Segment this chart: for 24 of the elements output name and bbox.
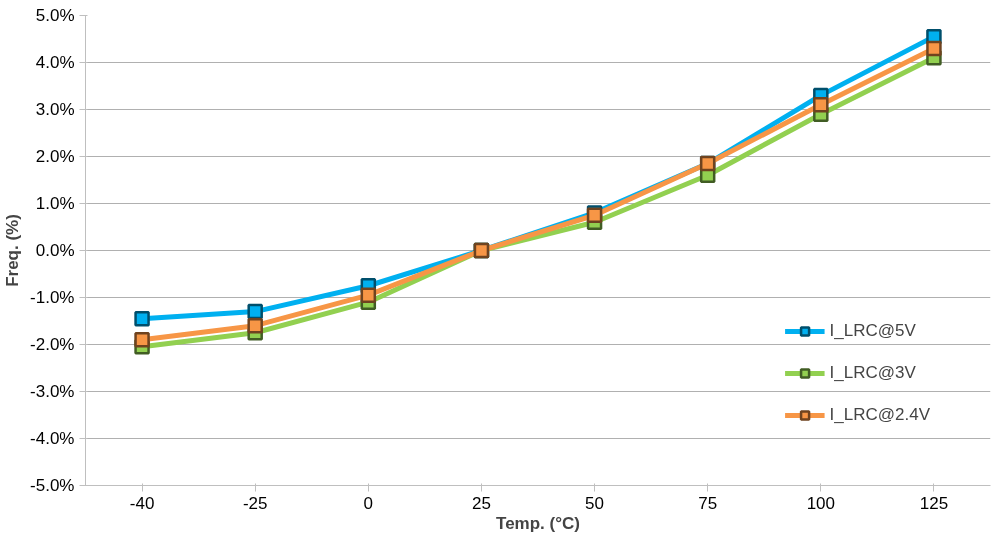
y-tick-label: 5.0% xyxy=(35,6,75,25)
x-tick-label: 50 xyxy=(585,493,605,513)
x-tick-label: 125 xyxy=(919,493,949,513)
y-tick-label: -1.0% xyxy=(30,288,75,307)
x-tick-label: 0 xyxy=(363,493,374,513)
legend-label: I_LRC@2.4V xyxy=(829,405,930,425)
y-tick-label: 0.0% xyxy=(35,241,75,260)
y-tick-label: -2.0% xyxy=(30,335,75,354)
y-tick-label: -4.0% xyxy=(30,429,75,448)
y-tick-label: -3.0% xyxy=(30,382,75,401)
legend-label: I_LRC@5V xyxy=(829,321,916,341)
legend-label: I_LRC@3V xyxy=(829,363,916,383)
x-tick-label: 75 xyxy=(698,493,718,513)
x-tick-label: -25 xyxy=(242,493,268,513)
x-axis-title: Temp. (°C) xyxy=(496,513,580,533)
y-tick-label: 2.0% xyxy=(35,147,75,166)
y-axis-title: Freq. (%) xyxy=(3,214,23,287)
y-tick-label: 1.0% xyxy=(35,194,75,213)
y-tick-label: 4.0% xyxy=(35,53,75,72)
x-tick-label: 100 xyxy=(806,493,836,513)
x-tick-label: -40 xyxy=(129,493,155,513)
y-tick-label: -5.0% xyxy=(30,476,75,495)
x-tick-label: 25 xyxy=(471,493,491,513)
y-tick-label: 3.0% xyxy=(35,100,75,119)
